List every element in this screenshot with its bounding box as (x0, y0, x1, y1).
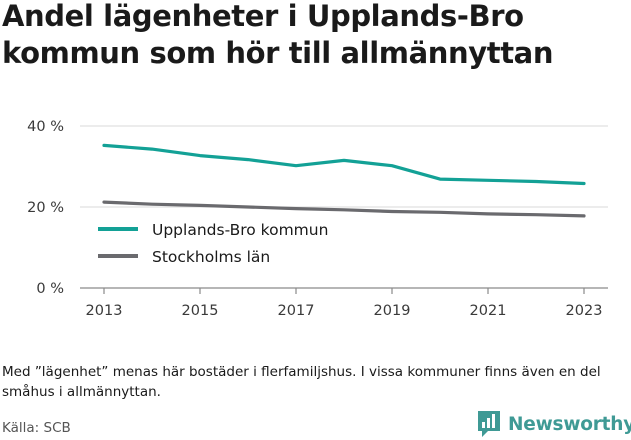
x-tick-label: 2023 (566, 303, 603, 319)
newsworthy-logo-icon (478, 411, 500, 437)
legend-label: Stockholms län (152, 248, 270, 266)
series-line (102, 200, 586, 218)
x-tick-label: 2017 (278, 303, 315, 319)
brand-logo: Newsworthy (476, 408, 631, 440)
source-label: Källa: SCB (2, 420, 71, 436)
y-axis: 0 % 20 % 40 % (27, 119, 64, 297)
x-tick-label: 2019 (374, 303, 411, 319)
chart-title: Andel lägenheter i Upplands-Bro kommun s… (2, 0, 554, 70)
x-axis: 2013 2015 2017 2019 2021 2023 (86, 288, 603, 319)
chart-note: Med ”lägenhet” menas här bostäder i fler… (2, 364, 601, 400)
series-lines (102, 143, 586, 218)
x-tick-label: 2015 (182, 303, 219, 319)
brand-name: Newsworthy (508, 413, 631, 435)
x-tick-label: 2021 (470, 303, 507, 319)
y-tick-label: 20 % (27, 200, 64, 216)
series-line (102, 143, 586, 186)
x-tick-label: 2013 (86, 303, 123, 319)
legend: Upplands-Bro kommun Stockholms län (98, 221, 328, 266)
grid-lines (80, 125, 608, 289)
y-tick-label: 40 % (27, 119, 64, 135)
y-tick-label: 0 % (36, 281, 64, 297)
legend-label: Upplands-Bro kommun (152, 221, 328, 239)
